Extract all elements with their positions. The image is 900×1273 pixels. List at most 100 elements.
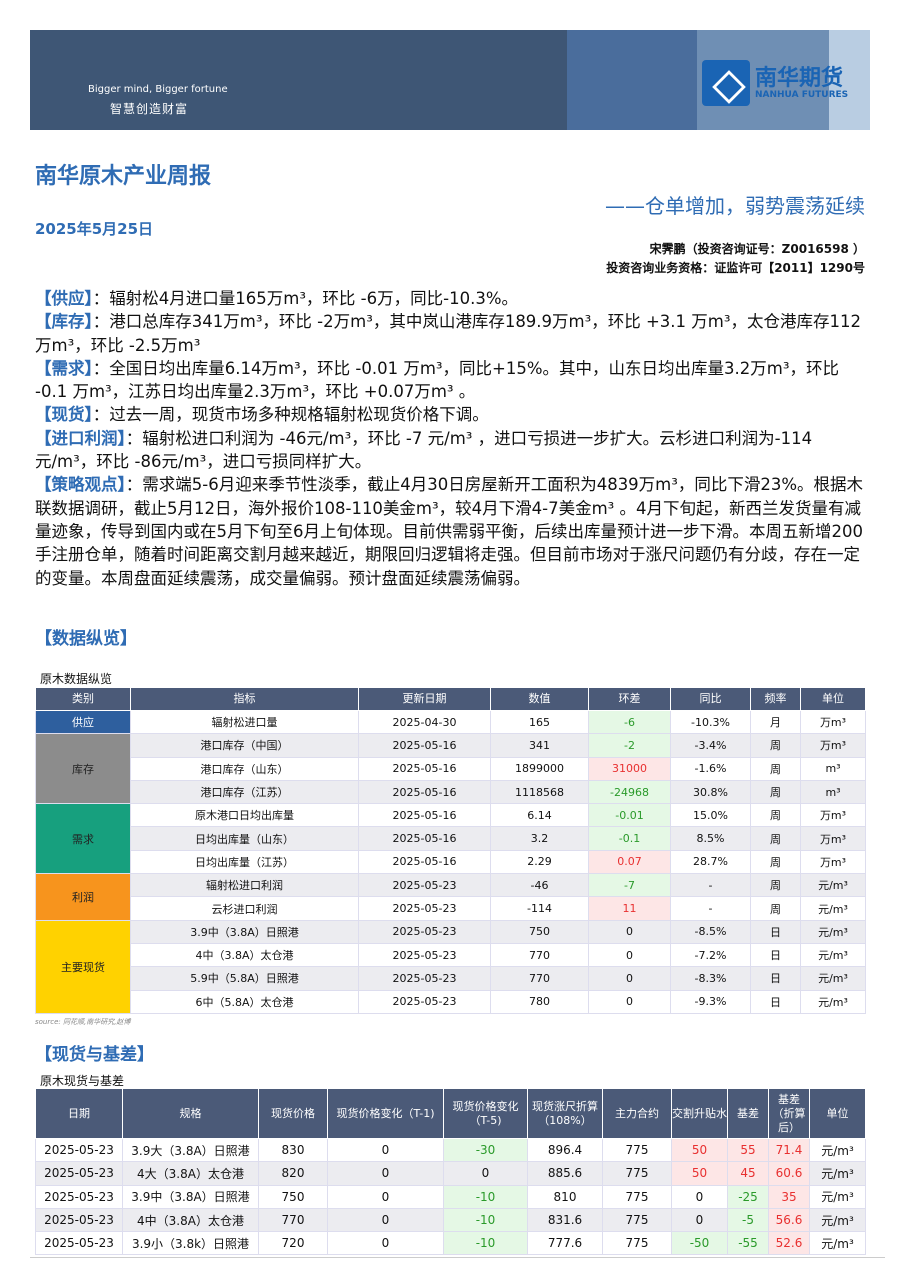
value-cell: 1899000 xyxy=(490,756,589,781)
value-cell: -46 xyxy=(490,873,589,898)
unit-cell: 元/m³ xyxy=(800,989,866,1014)
table-row: 利润 辐射松进口利润 2025-05-23 -46 -7- 周元/m³ xyxy=(35,873,866,921)
value-cell: 6.14 xyxy=(490,803,589,828)
change-cell: 0 xyxy=(588,919,671,944)
table-cell: 0 xyxy=(327,1137,444,1163)
report-title: 南华原木产业周报 xyxy=(35,164,212,189)
change-cell: 0 xyxy=(588,989,671,1014)
table-cell: 831.6 xyxy=(527,1207,603,1233)
table-cell: 2025-05-23 xyxy=(35,1161,123,1186)
table-row: 2025-05-23 3.9小（3.8k）日照港 720 0 -10 777.6 775 -5… xyxy=(35,1231,866,1256)
change-cell: -6 xyxy=(588,709,671,735)
unit-cell: 元/m³ xyxy=(800,942,866,968)
table-row: 主要现货 3.9中（3.8A）日照港 2025-05-23 750 0 -8.5% 日元/m… xyxy=(35,919,866,1014)
table-cell: 885.6 xyxy=(527,1161,603,1186)
table-cell: 元/m³ xyxy=(809,1184,866,1209)
value-cell: 341 xyxy=(490,733,589,758)
table-cell: 45 xyxy=(727,1161,769,1186)
indicator-cell: 3.9中（3.8A）日照港 xyxy=(130,919,359,944)
frequency-cell: 日 xyxy=(750,942,801,968)
frequency-cell: 日 xyxy=(750,919,801,944)
license: 投资咨询业务资格：证监许可【2011】1290号 xyxy=(606,261,865,275)
change-cell: -24968 xyxy=(588,779,671,805)
table-cell: 770 xyxy=(258,1207,328,1233)
unit-cell: 万m³ xyxy=(800,733,866,758)
header-banner: Bigger mind, Bigger fortune 智慧创造财富 南华期货 … xyxy=(30,30,870,130)
table-cell: 3.9大（3.8A）日照港 xyxy=(122,1137,259,1163)
yoy-cell: -8.3% xyxy=(670,966,751,991)
date-cell: 2025-04-30 xyxy=(358,709,491,735)
table-cell: 元/m³ xyxy=(809,1161,866,1186)
value-cell: 165 xyxy=(490,709,589,735)
table-cell: 830 xyxy=(258,1137,328,1163)
table-cell: 0 xyxy=(327,1207,444,1233)
change-cell: -0.01 xyxy=(588,803,671,828)
table-cell: 777.6 xyxy=(527,1231,603,1256)
table-cell: 0 xyxy=(327,1231,444,1256)
table-row: 日均出库量（山东） 2025-05-16 3.2 -0.1 8.5% 周万m³ xyxy=(36,826,866,851)
slogan-cn: 智慧创造财富 xyxy=(110,102,189,116)
column-header: 数值 xyxy=(490,687,589,711)
date-cell: 2025-05-23 xyxy=(358,966,491,991)
basis-table: 日期 规格 现货价格 现货价格变化（T-1) 现货价格变化（T-5) 现货涨尺折算（108… xyxy=(35,1088,866,1256)
para-supply: 【供应】：辐射松4月进口量165万m³，环比 -6万，同比-10.3%。 xyxy=(35,289,518,308)
column-header: 基差（折算后） xyxy=(768,1088,810,1139)
value-cell: 2.29 xyxy=(490,849,589,875)
yoy-cell: 15.0% xyxy=(670,803,751,828)
indicator-cell: 港口库存（中国） xyxy=(130,733,359,758)
column-header: 类别 xyxy=(35,687,131,711)
change-cell: -2 xyxy=(588,733,671,758)
column-header: 现货涨尺折算（108%） xyxy=(527,1088,603,1139)
author-info: 宋霁鹏（投资咨询证号：Z0016598 ） 投资咨询业务资格：证监许可【2011… xyxy=(606,240,865,278)
indicator-cell: 原木港口日均出库量 xyxy=(130,803,359,828)
date-cell: 2025-05-16 xyxy=(358,756,491,781)
table-row: 库存 港口库存（中国） 2025-05-16 341 -2 -3.4% 周万m³ xyxy=(35,733,866,805)
table-row: 2025-05-23 3.9大（3.8A）日照港 830 0 -30 896.4 775 50… xyxy=(35,1137,866,1163)
table-row: 日均出库量（江苏） 2025-05-16 2.29 0.07 28.7% 周万m³ xyxy=(36,849,866,875)
indicator-cell: 港口库存（江苏） xyxy=(130,779,359,805)
table-cell: -5 xyxy=(727,1207,769,1233)
table-cell: 50 xyxy=(671,1161,728,1186)
change-cell: 0 xyxy=(588,942,671,968)
column-header: 指标 xyxy=(130,687,359,711)
frequency-cell: 周 xyxy=(750,779,801,805)
change-cell: 31000 xyxy=(588,756,671,781)
column-header: 环差 xyxy=(588,687,671,711)
table-cell: -25 xyxy=(727,1184,769,1209)
frequency-cell: 月 xyxy=(750,709,801,735)
table-cell: 元/m³ xyxy=(809,1207,866,1233)
overview-table: 类别 指标 更新日期 数值 环差 同比 频率 单位 供应 辐射松进口量 2025-04-30 165-… xyxy=(35,687,866,1014)
column-header: 日期 xyxy=(35,1088,123,1139)
frequency-cell: 周 xyxy=(750,873,801,898)
table-row: 港口库存（江苏） 2025-05-16 1118568 -24968 30.8% 周 m³ xyxy=(36,779,866,805)
unit-cell: 万m³ xyxy=(800,709,866,735)
table-cell: 820 xyxy=(258,1161,328,1186)
yoy-cell: -9.3% xyxy=(670,989,751,1014)
table-cell: 71.4 xyxy=(768,1137,810,1163)
table-caption-basis: 原木现货与基差 xyxy=(40,1074,125,1088)
value-cell: 770 xyxy=(490,966,589,991)
author-name: 宋霁鹏（投资咨询证号：Z0016598 ） xyxy=(649,242,865,256)
value-cell: 1118568 xyxy=(490,779,589,805)
column-header: 现货价格变化（T-5) xyxy=(443,1088,528,1139)
table-row: 云杉进口利润 2025-05-23 -114 11- 周元/m³ xyxy=(36,896,866,921)
category-cell: 主要现货 xyxy=(35,919,131,1014)
yoy-cell: -3.4% xyxy=(670,733,751,758)
date-cell: 2025-05-16 xyxy=(358,826,491,851)
table-row: 2025-05-23 4大（3.8A）太仓港 820 0 0 885.6 775 50 45 60… xyxy=(35,1161,866,1186)
change-cell: 0.07 xyxy=(588,849,671,875)
table-cell: 0 xyxy=(327,1161,444,1186)
frequency-cell: 周 xyxy=(750,756,801,781)
para-inventory: 【库存】：港口总库存341万m³，环比 -2万m³，其中岚山港库存189.9万m… xyxy=(35,312,861,355)
indicator-cell: 港口库存（山东） xyxy=(130,756,359,781)
table-cell: 0 xyxy=(671,1207,728,1233)
frequency-cell: 周 xyxy=(750,849,801,875)
yoy-cell: 8.5% xyxy=(670,826,751,851)
indicator-cell: 6中（5.8A）太仓港 xyxy=(130,989,359,1014)
slogan-en: Bigger mind, Bigger fortune xyxy=(88,84,228,95)
yoy-cell: -10.3% xyxy=(670,709,751,735)
table-row: 港口库存（山东） 2025-05-16 1899000 31000 -1.6% 周 m³ xyxy=(36,756,866,781)
table-cell: 3.9小（3.8k）日照港 xyxy=(122,1231,259,1256)
table-cell: 775 xyxy=(602,1184,672,1209)
table-cell: 52.6 xyxy=(768,1231,810,1256)
